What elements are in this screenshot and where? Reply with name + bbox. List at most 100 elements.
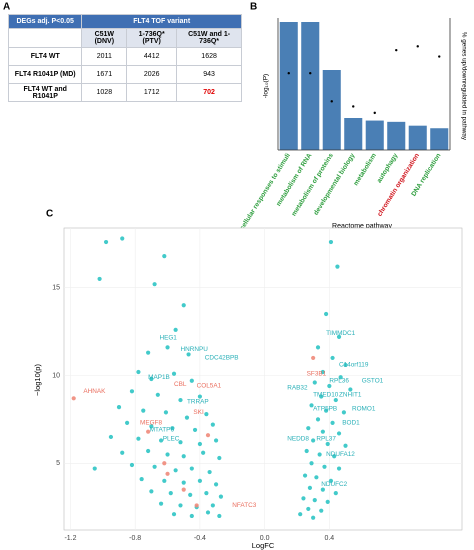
gene-point [136, 369, 141, 375]
gene-label: NDUFA12 [326, 451, 355, 458]
gene-label: AHNAK [83, 388, 106, 395]
gene-point [319, 394, 324, 399]
gene-point [323, 311, 329, 317]
gene-point [146, 448, 151, 454]
gene-point [335, 264, 340, 269]
bar [430, 128, 449, 150]
gene-point [162, 478, 167, 483]
gene-point [165, 471, 170, 476]
column-header: C51W and 1-736Q* [176, 28, 242, 48]
gene-label: C14orf119 [339, 362, 369, 369]
gene-label: NFATC3 [232, 502, 256, 509]
gene-point [171, 512, 177, 517]
gene-point [311, 438, 316, 443]
gene-point [314, 475, 319, 480]
gene-point [158, 438, 164, 443]
gene-point [139, 476, 144, 482]
gene-point [312, 498, 317, 503]
panel-label: C [46, 209, 53, 220]
pathway-percent-dot [309, 72, 312, 75]
gene-label: TIMMDC1 [326, 330, 356, 337]
gene-point [336, 466, 342, 471]
gene-point [343, 443, 348, 448]
gene-point [168, 491, 173, 496]
y-tick-label: 10 [52, 372, 60, 379]
gene-point [165, 345, 170, 350]
column-header: 1-736Q* (PTV) [126, 28, 178, 48]
gene-point [320, 369, 325, 375]
gene-label: HEG1 [159, 334, 177, 341]
gene-point [129, 389, 135, 394]
gene-label: SKI [193, 409, 204, 416]
gene-point [197, 478, 203, 483]
category-label: autophagy [376, 152, 400, 184]
gene-point [181, 487, 186, 492]
gene-point [189, 466, 194, 471]
gene-point [192, 427, 198, 433]
gene-point [181, 454, 186, 459]
table-row: FLT4 WT and R1041P 1028 1712 702 [7, 83, 242, 102]
y-tick-label: 5 [56, 460, 60, 467]
bar [322, 70, 341, 150]
gene-point [141, 408, 146, 413]
table-cell: 943 [176, 65, 242, 84]
gene-point [328, 478, 334, 483]
table-row: FLT4 WT 2011 4412 1628 [7, 47, 242, 66]
gene-point [184, 415, 190, 420]
gene-label: SF3B1 [307, 370, 327, 377]
gene-point [120, 236, 125, 241]
gene-point [213, 438, 219, 443]
gene-point [322, 464, 327, 469]
gene-label: RPL37 [316, 435, 336, 442]
gene-point [333, 491, 338, 496]
gene-point [146, 350, 151, 355]
x-tick-label: 0.4 [324, 535, 334, 542]
gene-point [328, 239, 334, 245]
gene-point [205, 433, 211, 438]
gene-label: CBL [174, 381, 187, 388]
gene-point [97, 276, 102, 282]
gene-point [327, 383, 332, 389]
gene-point [163, 410, 169, 415]
gene-label: TMED10 [313, 391, 339, 398]
gene-point [92, 466, 97, 471]
gene-point [218, 494, 224, 499]
bar [279, 22, 298, 150]
gene-label: MEGF8 [140, 420, 162, 427]
gene-point [341, 410, 346, 415]
gene-point [330, 355, 335, 361]
gene-point [315, 417, 321, 422]
table-cell: 702 [176, 83, 242, 102]
gene-point [311, 515, 316, 520]
gene-point [309, 461, 314, 466]
gene-point [189, 378, 194, 383]
table-cell: 1628 [176, 47, 242, 66]
gene-point [309, 403, 314, 408]
gene-point [124, 420, 130, 425]
pathway-percent-dot [373, 111, 376, 115]
table-cell: 2026 [126, 65, 178, 84]
category-label: developmental biology [313, 152, 357, 217]
gene-label: RAB32 [287, 384, 308, 391]
gene-point [210, 422, 215, 427]
gene-point [336, 334, 342, 339]
bar [387, 121, 406, 150]
panel-label: A [3, 2, 10, 13]
gene-point [210, 503, 215, 508]
gene-label: ATP5PB [313, 406, 337, 413]
table-corner [7, 28, 83, 48]
gene-label: NDUFC2 [321, 481, 347, 488]
gene-label: NEDD8 [287, 435, 309, 442]
pathway-percent-dot [287, 72, 290, 75]
gene-point [120, 450, 125, 455]
gene-point [323, 408, 329, 413]
gene-label: ZNHIT1 [339, 391, 362, 398]
gene-point [213, 482, 219, 487]
x-axis-title: LogFC [252, 541, 275, 550]
gene-point [325, 499, 330, 505]
gene-point [173, 327, 178, 332]
table-cell: 1671 [81, 65, 128, 84]
gene-point [162, 253, 167, 259]
x-tick-label: 0.0 [260, 535, 270, 542]
